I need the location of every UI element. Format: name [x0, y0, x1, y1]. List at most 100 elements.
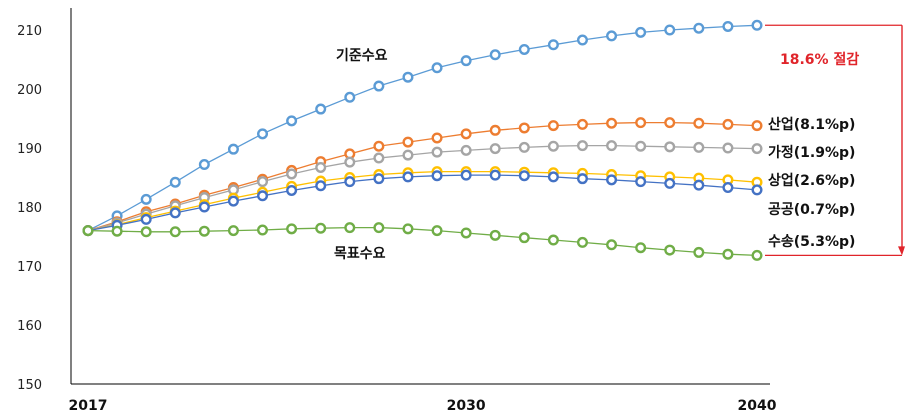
data-point — [547, 234, 559, 246]
series-lines — [87, 24, 758, 257]
data-point — [693, 141, 705, 153]
data-point — [518, 122, 530, 134]
data-point — [344, 156, 356, 168]
data-point — [664, 117, 676, 129]
data-point — [198, 159, 210, 171]
series-labels: 산업(8.1%p) 가정(1.9%p) 상업(2.6%p) 공공(0.7%p) 수송(5… — [768, 116, 855, 250]
data-point — [635, 140, 647, 152]
series-line-4 — [87, 174, 758, 232]
data-point — [460, 169, 472, 181]
data-point — [489, 169, 501, 181]
data-point — [489, 124, 501, 136]
data-point — [373, 173, 385, 185]
data-point — [489, 229, 501, 241]
data-point — [460, 128, 472, 140]
data-point — [576, 173, 588, 185]
data-point — [344, 222, 356, 234]
series-line-2 — [87, 144, 758, 232]
data-point — [169, 176, 181, 188]
data-point — [402, 136, 414, 148]
y-tick-label: 210 — [17, 24, 42, 39]
data-point — [635, 117, 647, 129]
data-point — [315, 180, 327, 192]
data-point — [489, 143, 501, 155]
data-point — [722, 182, 734, 194]
x-axis: 2017 2030 2040 — [69, 383, 777, 414]
data-point — [518, 170, 530, 182]
data-point — [402, 149, 414, 161]
data-point — [664, 141, 676, 153]
annotations: 18.6% 절감 기준수요 목표수요 — [334, 24, 905, 262]
data-point — [431, 170, 443, 182]
data-point — [518, 43, 530, 55]
data-point — [664, 24, 676, 36]
data-point — [431, 225, 443, 237]
data-point — [460, 144, 472, 156]
data-point — [460, 227, 472, 239]
data-point — [111, 225, 123, 237]
data-point — [547, 120, 559, 132]
y-tick-label: 150 — [17, 378, 42, 393]
data-point — [722, 248, 734, 260]
data-point — [169, 207, 181, 219]
data-point — [547, 39, 559, 51]
data-point — [315, 103, 327, 115]
data-point — [140, 213, 152, 225]
data-point — [286, 184, 298, 196]
data-point — [635, 242, 647, 254]
data-point — [751, 184, 763, 196]
data-point — [751, 143, 763, 155]
data-point — [606, 117, 618, 129]
data-point — [286, 115, 298, 127]
x-tick-label: 2030 — [447, 398, 486, 414]
data-point — [635, 26, 647, 38]
data-point — [576, 34, 588, 46]
data-point — [722, 142, 734, 154]
data-point — [576, 118, 588, 130]
series-end-label: 산업(8.1%p) — [768, 116, 855, 133]
data-point — [693, 246, 705, 258]
data-point — [257, 224, 269, 236]
data-point — [82, 225, 94, 237]
data-point — [198, 225, 210, 237]
data-point — [693, 179, 705, 191]
x-tick-label: 2017 — [69, 398, 108, 414]
series-end-label: 가정(1.9%p) — [768, 144, 855, 161]
data-point — [751, 249, 763, 261]
data-point — [286, 223, 298, 235]
y-tick-label: 170 — [17, 260, 42, 275]
data-point — [140, 193, 152, 205]
y-tick-label: 180 — [17, 201, 42, 216]
series-markers — [82, 19, 763, 261]
data-point — [722, 20, 734, 32]
data-point — [344, 176, 356, 188]
data-point — [373, 80, 385, 92]
data-point — [227, 195, 239, 207]
data-point — [606, 30, 618, 42]
series-end-label: 수송(5.3%p) — [768, 234, 855, 250]
data-point — [722, 118, 734, 130]
x-tick-label: 2040 — [738, 398, 777, 414]
data-point — [606, 239, 618, 251]
y-axis: 150 160 170 180 190 200 210 — [17, 8, 72, 393]
data-point — [227, 225, 239, 237]
data-point — [402, 71, 414, 83]
series-line-3 — [87, 170, 758, 232]
reduction-label: 18.6% 절감 — [780, 51, 859, 68]
data-point — [547, 171, 559, 183]
reduction-arrow-head — [898, 246, 905, 256]
y-tick-label: 160 — [17, 319, 42, 334]
baseline-demand-label: 기준수요 — [336, 48, 388, 64]
data-point — [257, 176, 269, 188]
data-point — [198, 201, 210, 213]
data-point — [606, 174, 618, 186]
data-point — [635, 176, 647, 188]
y-tick-label: 190 — [17, 142, 42, 157]
data-point — [373, 140, 385, 152]
data-point — [315, 161, 327, 173]
data-point — [489, 49, 501, 61]
series-end-label: 공공(0.7%p) — [768, 202, 855, 218]
data-point — [373, 152, 385, 164]
data-point — [257, 128, 269, 140]
